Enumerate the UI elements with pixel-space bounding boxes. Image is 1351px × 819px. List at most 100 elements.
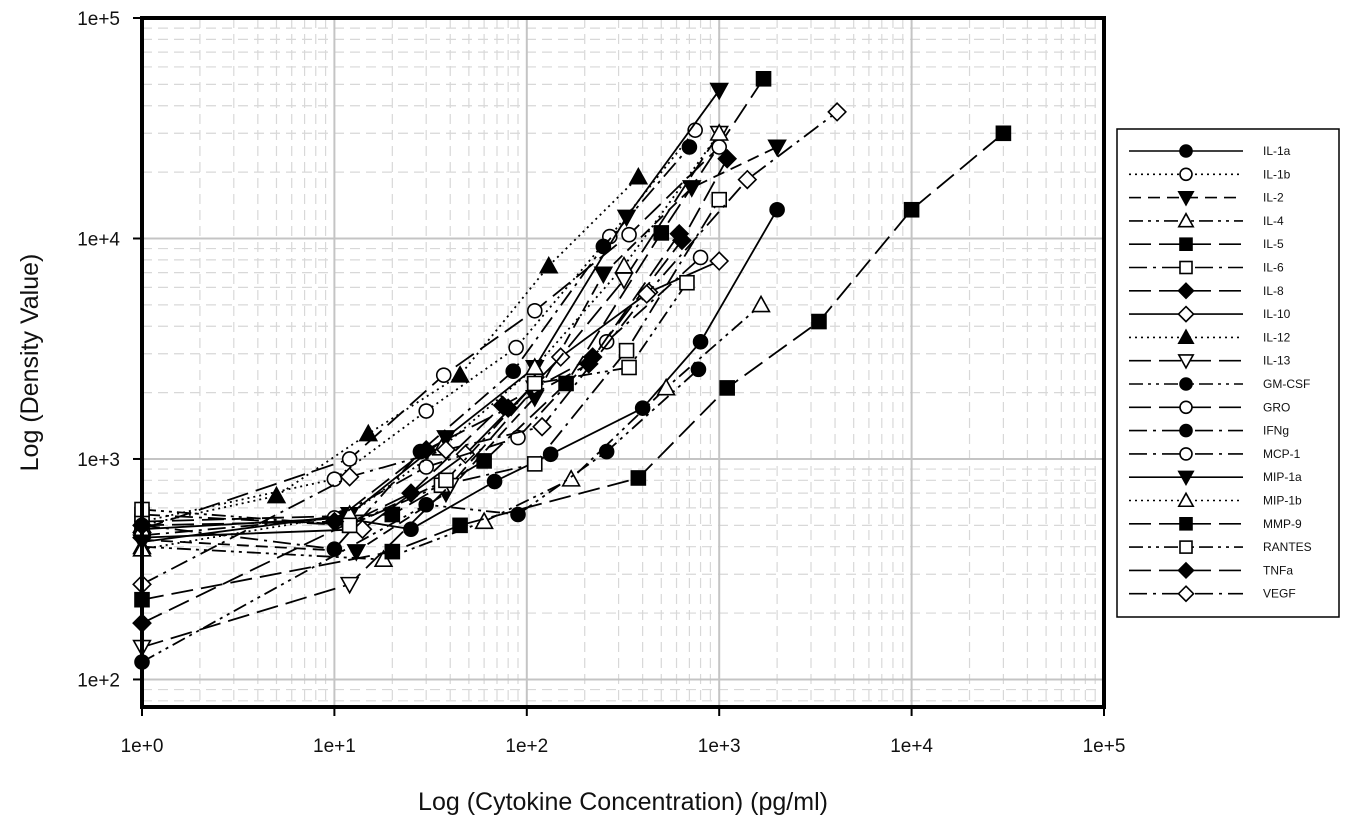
legend-item-il-1b: IL-1b — [1129, 167, 1291, 181]
data-point-il-4 — [656, 377, 676, 396]
data-point-mmp-9 — [630, 470, 647, 486]
series-line-gro — [141, 146, 720, 531]
data-point-il-1a — [634, 400, 651, 416]
series-line-il-8 — [141, 158, 728, 625]
data-point-gro — [435, 367, 452, 383]
legend-label: IL-6 — [1263, 261, 1284, 275]
data-point-il-6 — [711, 191, 728, 208]
series-line-mip-1b — [141, 132, 720, 550]
data-point-mip-1a — [709, 82, 729, 101]
legend-item-mmp-9: MMP-9 — [1129, 517, 1302, 531]
data-point-il-5 — [476, 453, 492, 469]
legend-marker — [1179, 260, 1193, 275]
data-point-mmp-9 — [719, 380, 735, 396]
data-point-rantes — [679, 274, 695, 291]
legend-items: IL-1a IL-1b IL-2 IL-4 IL-5 IL-6 IL-8 IL-10 IL-12… — [1129, 144, 1312, 603]
legend-item-tnfa: TNFa — [1129, 561, 1293, 580]
plot-frame — [140, 16, 1106, 709]
series-il-13 — [132, 125, 729, 658]
legend-marker — [1179, 167, 1193, 182]
series-line-il-4 — [141, 304, 762, 561]
legend-item-rantes: RANTES — [1129, 540, 1312, 554]
series-il-8 — [132, 148, 738, 634]
data-point-vegf — [532, 416, 552, 437]
series-line-il-12 — [141, 176, 640, 527]
x-tick-label: 1e+3 — [698, 736, 741, 757]
legend-marker — [1179, 400, 1193, 415]
data-point-il-12 — [450, 365, 470, 383]
series-mmp-9 — [134, 125, 1012, 608]
data-point-il-1b — [508, 339, 524, 356]
legend-marker — [1179, 144, 1193, 158]
data-point-mcp-1 — [598, 333, 615, 350]
series-mip-1b — [132, 123, 729, 557]
y-axis-title: Log (Density Value) — [16, 254, 44, 472]
series-vegf — [132, 102, 847, 595]
legend-label: MIP-1b — [1263, 494, 1302, 508]
data-point-il-1a — [403, 521, 419, 538]
legend-item-mip-1a: MIP-1a — [1129, 470, 1302, 487]
legend-marker — [1177, 328, 1195, 344]
data-point-ifng — [505, 363, 522, 380]
x-tick-label: 1e+1 — [313, 736, 356, 757]
legend-label: MIP-1a — [1263, 470, 1302, 484]
legend-item-il-6: IL-6 — [1129, 261, 1284, 275]
legend-marker — [1179, 447, 1193, 461]
data-point-il-1a — [769, 201, 785, 218]
data-point-ifng — [326, 541, 343, 557]
data-point-vegf — [636, 284, 657, 304]
series-layer — [132, 70, 1012, 670]
legend-marker — [1179, 237, 1193, 251]
legend-item-mip-1b: MIP-1b — [1129, 491, 1302, 508]
legend-marker — [1179, 516, 1193, 531]
legend-label: IL-1b — [1263, 167, 1291, 181]
data-point-rantes — [438, 472, 454, 489]
data-point-il-1a — [692, 333, 709, 350]
data-point-il-6 — [618, 342, 635, 359]
legend-label: TNFa — [1263, 563, 1293, 577]
axis-ticks — [133, 17, 1105, 716]
data-point-rantes — [621, 359, 637, 376]
legend-marker — [1179, 377, 1193, 391]
data-point-il-1b — [418, 403, 434, 419]
x-tick-labels: 1e+0 1e+1 1e+2 1e+3 1e+4 1e+5 — [121, 736, 1126, 757]
data-point-mmp-9 — [903, 201, 920, 218]
data-point-gm-csf — [690, 361, 707, 378]
data-point-il-2 — [593, 266, 614, 285]
legend-marker — [1177, 282, 1195, 300]
legend: IL-1a IL-1b IL-2 IL-4 IL-5 IL-6 IL-8 IL-10 IL-12… — [1116, 128, 1340, 618]
y-tick-label: 1e+3 — [77, 450, 120, 471]
data-point-rantes — [341, 517, 358, 534]
series-line-il-5 — [141, 78, 765, 523]
series-line-il-6 — [141, 199, 720, 527]
data-point-vegf — [339, 466, 360, 487]
data-point-il-12 — [538, 255, 559, 274]
data-point-il-13 — [339, 576, 360, 595]
legend-item-il-5: IL-5 — [1129, 237, 1284, 251]
legend-marker — [1177, 212, 1195, 228]
legend-marker — [1177, 305, 1195, 323]
series-line-tnfa — [141, 233, 681, 527]
legend-label: IL-12 — [1263, 330, 1291, 344]
legend-label: MMP-9 — [1263, 517, 1302, 531]
legend-marker — [1177, 491, 1195, 508]
legend-marker — [1177, 561, 1195, 580]
data-point-tnfa — [669, 223, 690, 244]
series-line-gm-csf — [141, 368, 700, 663]
legend-label: MCP-1 — [1263, 447, 1301, 461]
legend-item-il-13: IL-13 — [1129, 354, 1291, 370]
legend-item-vegf: VEGF — [1129, 585, 1296, 603]
data-point-il-6 — [526, 456, 543, 472]
legend-marker — [1177, 354, 1195, 370]
series-line-mmp-9 — [141, 132, 1004, 601]
legend-item-ifng: IFNg — [1129, 424, 1289, 438]
legend-marker — [1177, 585, 1195, 603]
data-point-il-2 — [346, 544, 367, 562]
data-point-gm-csf — [598, 443, 615, 460]
data-point-il-2 — [767, 139, 787, 158]
data-point-il-1a — [486, 473, 503, 490]
data-point-gro — [341, 451, 358, 467]
data-point-gro — [711, 139, 728, 155]
data-point-tnfa — [578, 353, 599, 374]
